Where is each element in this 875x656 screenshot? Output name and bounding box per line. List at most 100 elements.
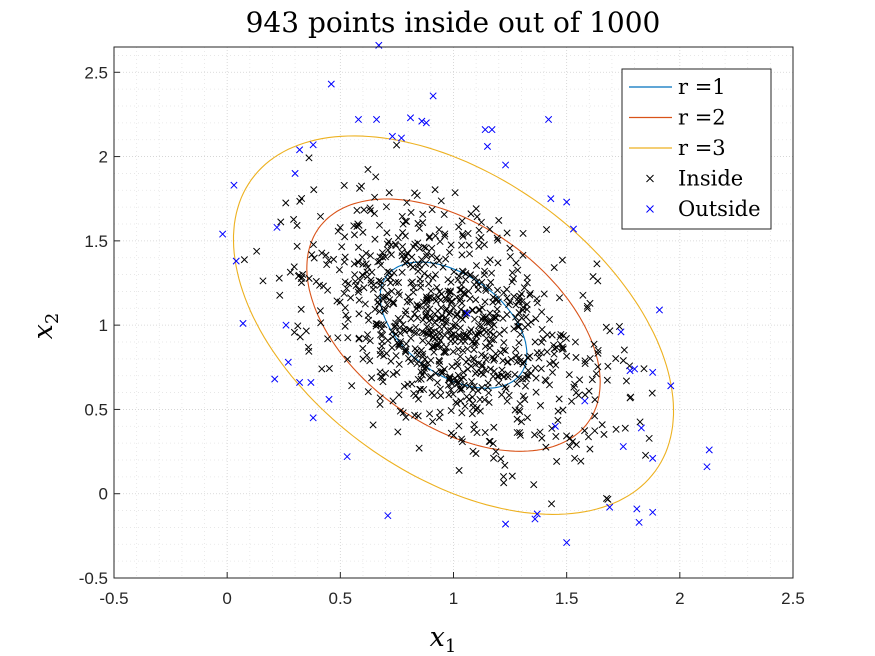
- inside-point: [481, 298, 489, 306]
- inside-point: [366, 337, 374, 345]
- outside-point: [481, 126, 489, 134]
- inside-point: [364, 388, 372, 396]
- inside-point: [415, 444, 423, 452]
- y-tick-label: 2: [99, 148, 108, 167]
- inside-point: [576, 376, 584, 384]
- inside-point: [422, 293, 430, 301]
- inside-point: [563, 352, 571, 360]
- y-tick-label: 1: [99, 316, 108, 335]
- inside-point: [468, 307, 477, 315]
- inside-point: [460, 381, 468, 389]
- inside-point: [537, 349, 545, 357]
- inside-point: [439, 263, 447, 271]
- inside-point: [395, 342, 403, 351]
- inside-point: [491, 295, 499, 303]
- inside-point: [375, 277, 383, 285]
- inside-point: [377, 321, 385, 329]
- inside-point: [363, 331, 372, 339]
- inside-point: [541, 376, 549, 384]
- inside-point: [518, 314, 526, 322]
- inside-point: [379, 295, 387, 303]
- inside-point: [366, 252, 375, 260]
- inside-point: [379, 293, 388, 301]
- inside-point: [519, 375, 527, 383]
- inside-point: [359, 344, 367, 353]
- inside-point: [371, 305, 379, 313]
- inside-point: [487, 278, 495, 286]
- inside-point: [435, 414, 443, 422]
- inside-point: [376, 394, 384, 402]
- inside-point: [398, 243, 407, 251]
- inside-point: [415, 224, 423, 232]
- inside-point: [338, 243, 346, 251]
- inside-point: [446, 375, 454, 383]
- inside-point: [399, 409, 407, 417]
- inside-point: [389, 397, 397, 405]
- inside-point: [391, 240, 399, 248]
- inside-point: [409, 288, 417, 296]
- inside-point: [389, 333, 397, 341]
- outside-point: [232, 257, 240, 265]
- inside-point: [392, 352, 400, 360]
- inside-point: [480, 241, 488, 249]
- inside-point: [470, 346, 478, 354]
- inside-point: [431, 335, 439, 343]
- inside-point: [395, 360, 403, 368]
- inside-point: [645, 434, 653, 442]
- inside-point: [371, 235, 379, 243]
- inside-point: [375, 300, 383, 308]
- inside-point: [498, 391, 506, 399]
- outside-point: [309, 414, 317, 422]
- inside-point: [449, 348, 457, 356]
- x-axis-label-sub: 1: [445, 636, 456, 656]
- inside-point: [340, 181, 348, 189]
- outside-point: [635, 518, 643, 526]
- inside-point: [436, 314, 444, 323]
- inside-point: [550, 341, 558, 349]
- inside-point: [428, 252, 436, 260]
- inside-point: [572, 441, 580, 449]
- inside-point: [477, 369, 485, 377]
- inside-point: [530, 481, 538, 489]
- inside-point: [347, 294, 355, 302]
- inside-point: [355, 334, 363, 342]
- inside-point: [396, 340, 404, 349]
- inside-point: [557, 330, 565, 339]
- inside-point: [341, 304, 349, 312]
- inside-point: [612, 355, 620, 363]
- inside-point: [362, 249, 370, 257]
- inside-point: [293, 242, 301, 250]
- legend-label: Inside: [678, 167, 743, 191]
- inside-point: [515, 353, 523, 362]
- outside-point: [397, 134, 405, 142]
- inside-point: [565, 371, 573, 379]
- inside-point: [434, 341, 442, 349]
- inside-point: [318, 365, 326, 373]
- inside-point: [558, 256, 566, 264]
- outside-point: [637, 424, 645, 432]
- inside-point: [524, 371, 532, 380]
- inside-point: [437, 296, 445, 304]
- inside-point: [477, 218, 485, 226]
- inside-point: [558, 343, 566, 351]
- y-axis-label-base: x: [28, 324, 59, 339]
- inside-point: [455, 384, 463, 392]
- inside-point: [466, 294, 474, 303]
- inside-point: [527, 369, 535, 377]
- inside-point: [441, 230, 449, 238]
- inside-point: [591, 427, 599, 435]
- inside-point: [354, 258, 362, 266]
- inside-point: [403, 249, 411, 257]
- inside-point: [499, 314, 507, 322]
- inside-point: [626, 394, 634, 402]
- inside-point: [500, 326, 508, 334]
- inside-point: [383, 301, 391, 309]
- inside-point: [527, 318, 535, 326]
- inside-point: [458, 409, 466, 417]
- inside-point: [344, 279, 353, 288]
- outside-point: [296, 146, 304, 154]
- inside-point: [317, 319, 325, 327]
- x-tick-label: -0.5: [99, 589, 128, 608]
- inside-point: [369, 421, 377, 429]
- inside-point: [548, 424, 556, 432]
